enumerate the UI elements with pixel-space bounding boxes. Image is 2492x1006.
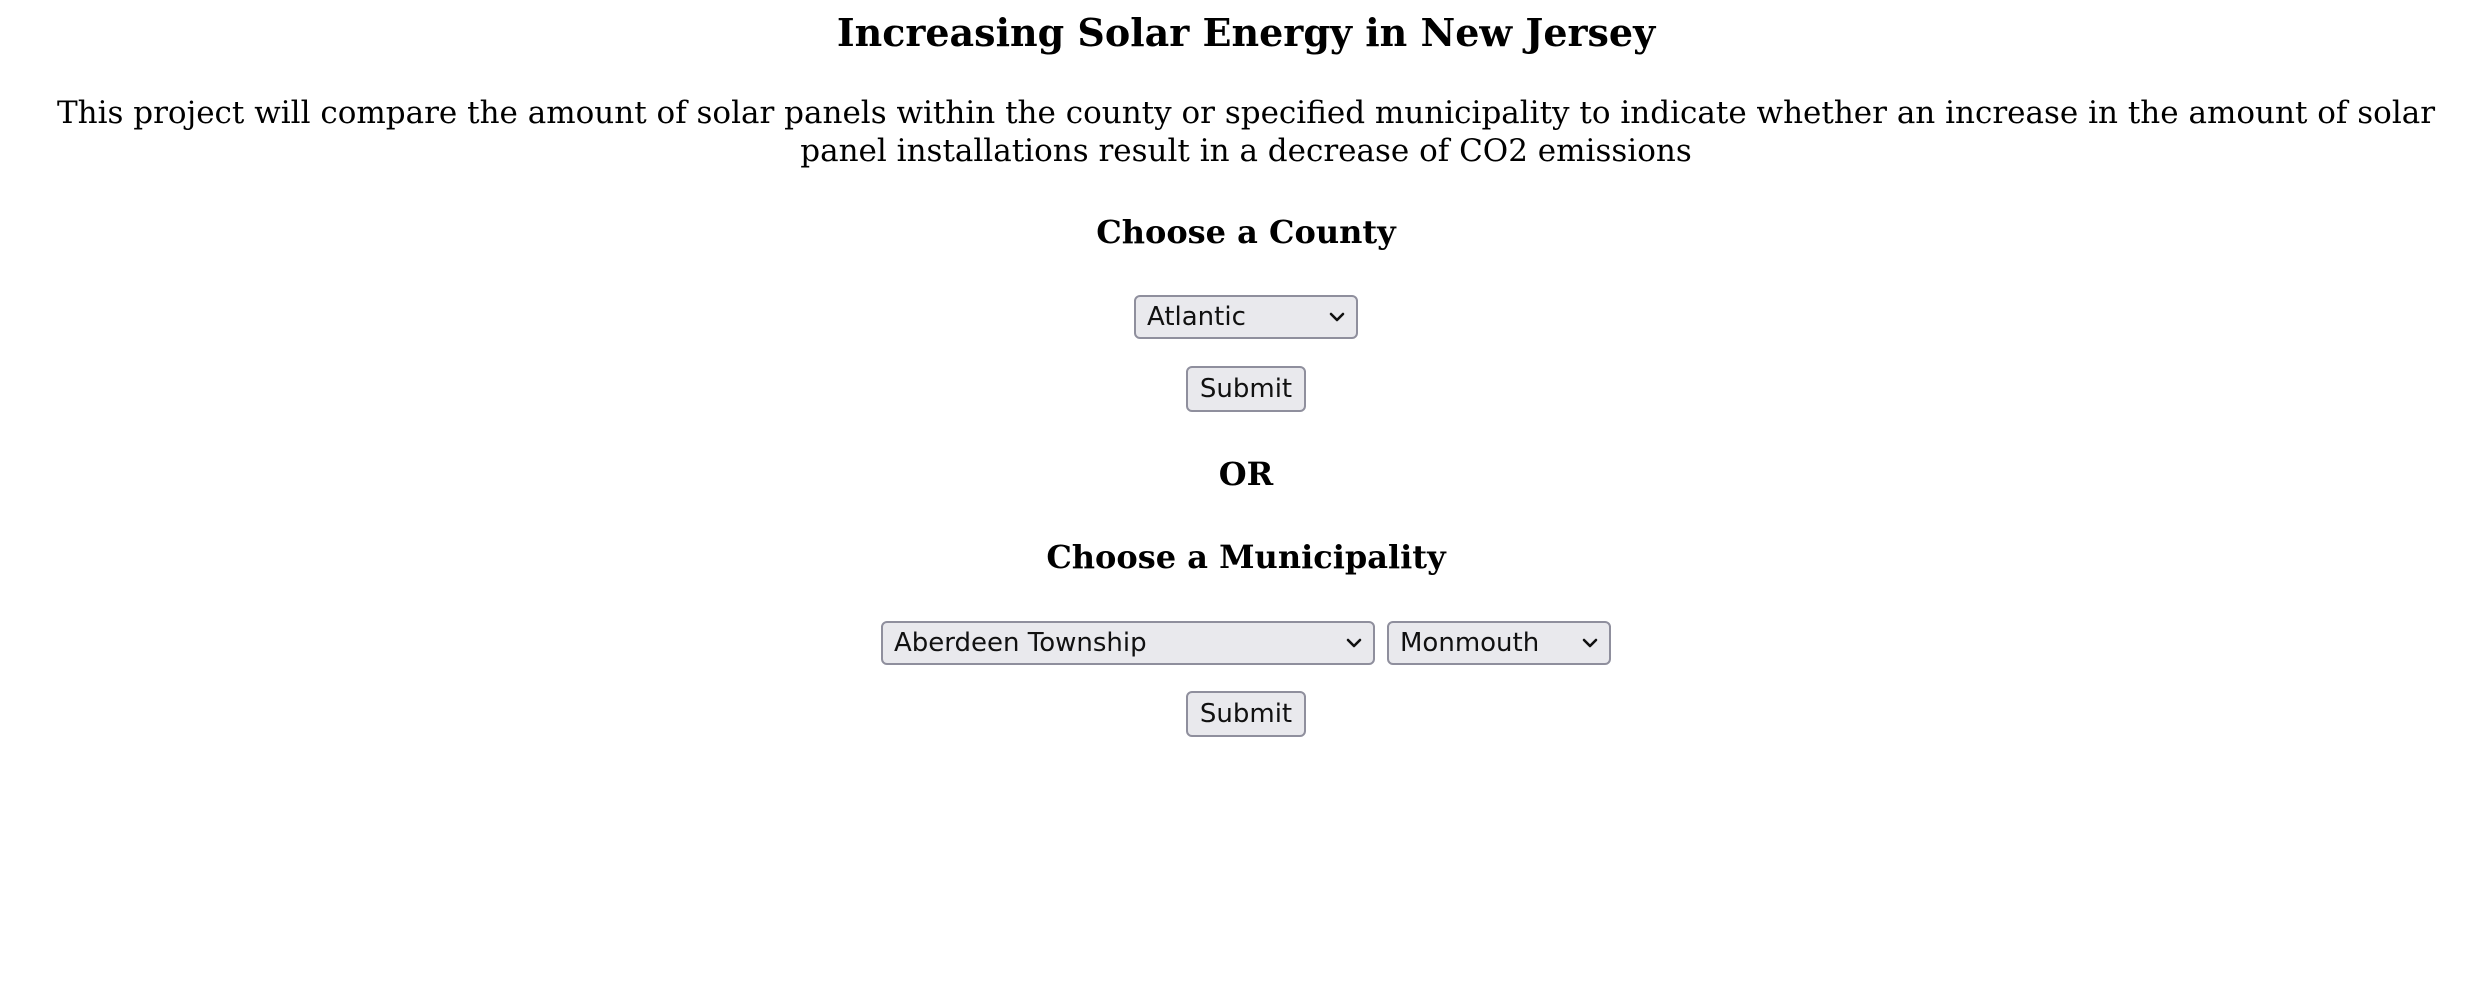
county-heading: Choose a County: [1096, 213, 1396, 251]
chevron-down-icon: [1346, 638, 1362, 648]
municipality-select-value: Aberdeen Township: [894, 628, 1147, 658]
municipality-heading: Choose a Municipality: [1046, 538, 1446, 576]
or-separator: OR: [1218, 455, 1274, 493]
county-submit-row: Submit: [0, 366, 2492, 412]
municipality-submit-button[interactable]: Submit: [1186, 691, 1306, 737]
municipality-submit-row: Submit: [0, 691, 2492, 737]
county-select-row: Atlantic: [0, 295, 2492, 339]
municipality-county-select[interactable]: Monmouth: [1387, 621, 1611, 665]
county-select-value: Atlantic: [1147, 302, 1246, 332]
page-title: Increasing Solar Energy in New Jersey: [836, 10, 1656, 55]
municipality-select[interactable]: Aberdeen Township: [881, 621, 1375, 665]
county-select[interactable]: Atlantic: [1134, 295, 1358, 339]
chevron-down-icon: [1582, 638, 1598, 648]
chevron-down-icon: [1329, 312, 1345, 322]
municipality-select-row: Aberdeen Township Monmouth: [0, 621, 2492, 665]
intro-text: This project will compare the amount of …: [56, 95, 2436, 169]
municipality-county-select-value: Monmouth: [1400, 628, 1540, 658]
county-submit-button[interactable]: Submit: [1186, 366, 1306, 412]
